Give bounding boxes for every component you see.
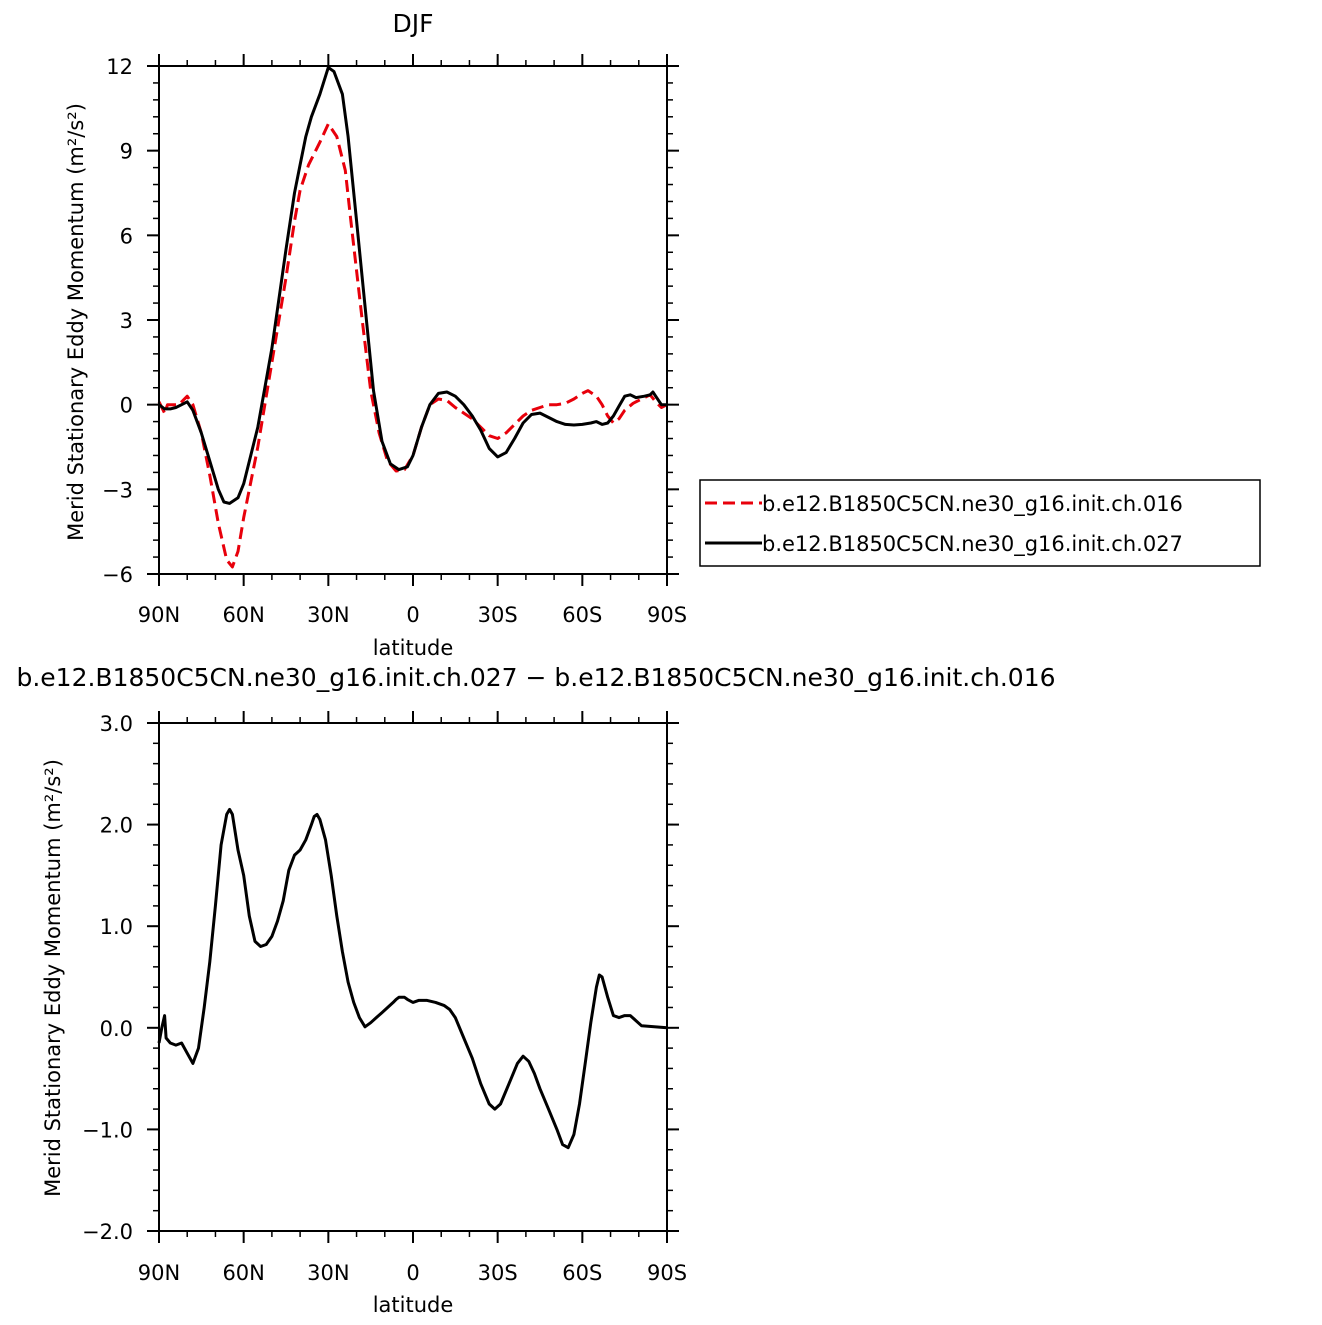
bottom-y-tick-label: 0.0 <box>100 1017 133 1041</box>
bottom-y-axis-title: Merid Stationary Eddy Momentum (m²/s²) <box>41 759 65 1197</box>
top-panel: DJF Merid Stationary Eddy Momentum (m²/s… <box>64 9 687 660</box>
bottom-x-tick-label: 30S <box>478 1261 518 1285</box>
bottom-series-line-0 <box>157 807 668 1150</box>
bottom-x-tick-label: 90S <box>647 1261 687 1285</box>
top-series-line-1 <box>158 65 667 505</box>
svg-text:Merid Stationary Eddy Momentum: Merid Stationary Eddy Momentum (m²/s²) <box>64 103 88 541</box>
svg-text:Merid Stationary Eddy Momentum: Merid Stationary Eddy Momentum (m²/s²) <box>41 759 65 1197</box>
top-chart-title: DJF <box>392 9 433 38</box>
top-x-tick-label: 90S <box>647 603 687 627</box>
top-y-tick-label: 3 <box>120 309 133 333</box>
bottom-x-tick-label: 90N <box>138 1261 180 1285</box>
top-x-axis-title: latitude <box>373 636 454 660</box>
bottom-panel: b.e12.B1850C5CN.ne30_g16.init.ch.027 − b… <box>16 663 1055 1317</box>
legend: b.e12.B1850C5CN.ne30_g16.init.ch.016 b.e… <box>699 479 1261 567</box>
top-y-tick-label: −3 <box>102 478 133 502</box>
top-plot-frame <box>158 65 668 575</box>
top-x-tick-label: 30N <box>307 603 349 627</box>
top-x-tick-label: 30S <box>478 603 518 627</box>
top-y-tick-label: 12 <box>106 55 133 79</box>
top-y-axis-title: Merid Stationary Eddy Momentum (m²/s²) <box>64 103 88 541</box>
bottom-x-tick-label: 60N <box>222 1261 264 1285</box>
bottom-y-tick-label: 1.0 <box>100 915 133 939</box>
legend-label-016: b.e12.B1850C5CN.ne30_g16.init.ch.016 <box>762 492 1183 517</box>
top-y-tick-label: 0 <box>120 394 133 418</box>
bottom-y-tick-label: 2.0 <box>100 814 133 838</box>
legend-box <box>699 479 1261 567</box>
bottom-x-tick-label: 60S <box>562 1261 602 1285</box>
bottom-chart-title: b.e12.B1850C5CN.ne30_g16.init.ch.027 − b… <box>16 663 1055 692</box>
top-x-tick-label: 90N <box>138 603 180 627</box>
bottom-axis-ticks: −2.0 −1.0 0.0 1.0 2.0 3.0 90N 60N 30N 0 30S 60S 90S <box>82 711 687 1285</box>
top-y-tick-label: 6 <box>120 224 133 248</box>
bottom-y-tick-label: −1.0 <box>82 1118 133 1142</box>
bottom-x-tick-label: 30N <box>307 1261 349 1285</box>
bottom-y-tick-label: −2.0 <box>82 1220 133 1244</box>
bottom-series-group <box>157 807 668 1150</box>
bottom-plot-frame <box>158 722 668 1232</box>
top-y-tick-label: −6 <box>102 563 133 587</box>
top-x-tick-label: 60N <box>222 603 264 627</box>
bottom-x-axis-title: latitude <box>373 1293 454 1317</box>
top-series-group <box>157 65 668 569</box>
legend-label-027: b.e12.B1850C5CN.ne30_g16.init.ch.027 <box>762 532 1183 557</box>
top-y-tick-label: 9 <box>120 140 133 164</box>
bottom-x-tick-label: 0 <box>406 1261 419 1285</box>
bottom-y-tick-label: 3.0 <box>100 712 133 736</box>
top-x-tick-label: 60S <box>562 603 602 627</box>
top-x-tick-label: 0 <box>406 603 419 627</box>
top-axis-ticks: −6 −3 0 3 6 9 12 90N 60N 30N 0 30S 60S 90S <box>102 54 687 627</box>
